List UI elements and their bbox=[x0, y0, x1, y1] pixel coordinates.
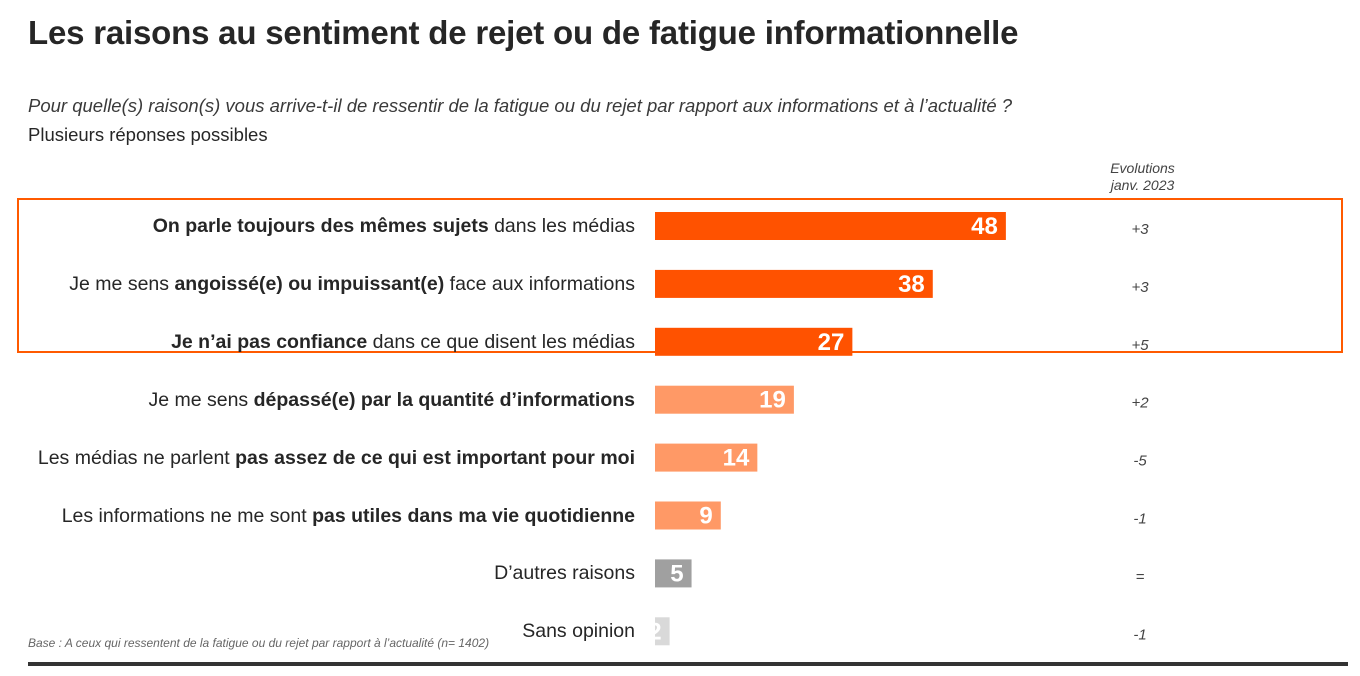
category-label-segment: Les informations ne me sont bbox=[61, 504, 313, 527]
bar-value-label-8: 2 bbox=[648, 618, 661, 645]
bar-value-label-4: 19 bbox=[759, 387, 786, 414]
bar-value-label-5: 14 bbox=[723, 445, 750, 472]
category-label-segment: dans ce que disent les médias bbox=[367, 330, 635, 353]
category-label-segment: Je me sens bbox=[69, 272, 175, 295]
evolution-value-1: +3 bbox=[1131, 221, 1149, 238]
bar-7 bbox=[655, 559, 692, 588]
evolution-value-6: -1 bbox=[1133, 511, 1146, 528]
base-note: Base : A ceux qui ressentent de la fatig… bbox=[28, 636, 490, 650]
evolution-value-4: +2 bbox=[1131, 395, 1149, 412]
evolutions-header-line-2: janv. 2023 bbox=[1110, 177, 1175, 193]
evolutions-header: Evolutions janv. 2023 bbox=[1095, 160, 1190, 194]
category-label-4: Je me sens dépassé(e) par la quantité d’… bbox=[0, 388, 635, 412]
evolution-value-5: -5 bbox=[1133, 453, 1147, 470]
category-label-segment: pas assez de ce qui est important pour m… bbox=[235, 446, 635, 469]
evolutions-header-line-1: Evolutions bbox=[1110, 160, 1175, 176]
bar-6 bbox=[655, 501, 721, 530]
category-label-segment: Les médias ne parlent bbox=[37, 446, 236, 469]
category-label-segment: dépassé(e) par la quantité d’information… bbox=[253, 388, 635, 411]
bar-value-label-2: 38 bbox=[898, 271, 925, 298]
category-label-segment: On parle toujours des mêmes sujets bbox=[152, 215, 489, 237]
bar-value-label-3: 27 bbox=[818, 329, 845, 356]
evolution-value-8: -1 bbox=[1133, 626, 1146, 643]
chart-title: Les raisons au sentiment de rejet ou de … bbox=[28, 14, 1019, 51]
category-label-segment: pas utiles dans ma vie quotidienne bbox=[312, 504, 635, 527]
bar-value-label-6: 9 bbox=[699, 503, 712, 530]
bar-value-label-1: 48 bbox=[971, 213, 998, 240]
bar-2 bbox=[655, 269, 933, 298]
category-label-segment: D’autres raisons bbox=[494, 562, 635, 585]
category-label-6: Les informations ne me sont pas utiles d… bbox=[0, 504, 635, 528]
bar-1 bbox=[655, 212, 1006, 240]
evolution-value-7: = bbox=[1136, 568, 1145, 585]
category-label-3: Je n’ai pas confiance dans ce que disent… bbox=[0, 330, 635, 354]
category-label-segment: Je me sens bbox=[148, 388, 254, 411]
category-label-7: D’autres raisons bbox=[0, 561, 635, 585]
category-label-segment: Sans opinion bbox=[522, 620, 635, 643]
category-label-5: Les médias ne parlent pas assez de ce qu… bbox=[0, 446, 635, 470]
category-label-1: On parle toujours des mêmes sujets dans … bbox=[0, 214, 635, 238]
category-label-segment: Je n’ai pas confiance bbox=[171, 330, 368, 353]
bar-8 bbox=[655, 617, 670, 646]
bottom-divider bbox=[28, 662, 1348, 666]
bar-value-label-7: 5 bbox=[670, 560, 683, 587]
evolution-value-3: +5 bbox=[1131, 337, 1149, 354]
category-label-segment: face aux informations bbox=[444, 272, 635, 295]
category-label-2: Je me sens angoissé(e) ou impuissant(e) … bbox=[0, 272, 635, 296]
bar-3 bbox=[655, 327, 853, 356]
category-label-8: Sans opinion bbox=[0, 619, 635, 643]
response-note: Plusieurs réponses possibles bbox=[28, 124, 268, 145]
category-label-segment: dans les médias bbox=[488, 215, 635, 237]
evolution-value-2: +3 bbox=[1131, 279, 1149, 296]
survey-question: Pour quelle(s) raison(s) vous arrive-t-i… bbox=[28, 95, 1013, 116]
bar-4 bbox=[655, 385, 794, 414]
bar-5 bbox=[655, 443, 758, 472]
category-label-segment: angoissé(e) ou impuissant(e) bbox=[174, 272, 445, 295]
